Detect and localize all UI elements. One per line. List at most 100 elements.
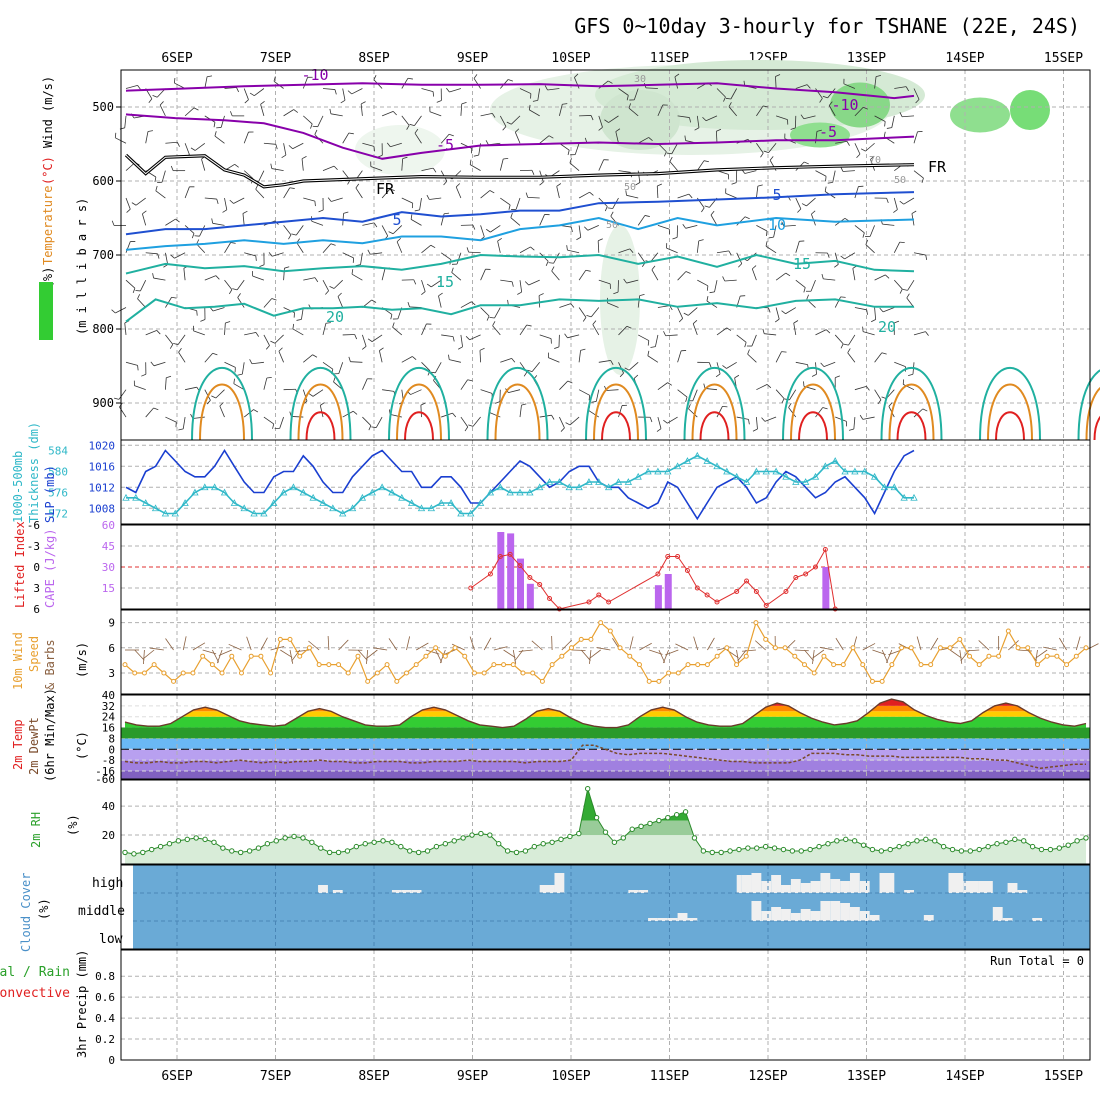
isotherm-low xyxy=(896,411,927,441)
wind-barb xyxy=(244,252,256,257)
wind-barb xyxy=(854,186,859,199)
wind-barb xyxy=(449,359,461,363)
wind-barb-flag xyxy=(768,307,771,313)
wind-barb-flag xyxy=(766,384,772,389)
wind-point xyxy=(976,662,982,668)
wind-barb-flag xyxy=(672,237,678,240)
thickness-marker xyxy=(122,493,130,501)
wind-barb-flag xyxy=(333,165,338,171)
surface-barb xyxy=(959,649,963,664)
thickness-marker xyxy=(270,499,278,506)
wind-barb xyxy=(626,194,639,199)
wind-point xyxy=(753,620,759,626)
wind-barb xyxy=(492,325,501,336)
wind-barb-flag xyxy=(604,206,608,212)
wind-barb-flag xyxy=(169,344,174,349)
wind-barb xyxy=(615,131,619,144)
wind-barb xyxy=(578,350,581,363)
wind-barb xyxy=(362,222,375,226)
isotherm-20 xyxy=(125,298,914,323)
wind-barb xyxy=(854,143,861,155)
wind-point xyxy=(578,636,584,642)
thickness-marker xyxy=(782,472,790,480)
wind-barb-flag xyxy=(176,142,180,147)
wind-barb xyxy=(587,225,599,231)
wind-barb xyxy=(497,240,501,253)
y-label-cloud-cover: Cloud Cover xyxy=(19,873,33,952)
wind-barb-flag xyxy=(827,252,830,258)
cloud-block-high xyxy=(859,881,870,893)
rh-point xyxy=(1021,838,1027,844)
surface-barb xyxy=(862,643,876,651)
rh-point xyxy=(309,839,315,845)
surface-barb xyxy=(662,649,669,664)
wind-barb-flag xyxy=(268,252,273,257)
wind-point xyxy=(1054,653,1060,659)
wind-barb-flag xyxy=(649,417,653,423)
wind-barb-flag xyxy=(883,131,886,137)
wind-speed-line xyxy=(124,621,1087,683)
isotherm-low xyxy=(979,366,1041,441)
wind-barb xyxy=(283,109,294,117)
wind-barb-flag xyxy=(354,334,358,340)
cloud-block-middle xyxy=(992,907,1003,921)
wind-barb xyxy=(705,388,718,391)
thickness-marker xyxy=(181,499,189,506)
wind-barb-flag xyxy=(492,321,496,326)
y-label-2m-rh: 2m RH xyxy=(29,812,43,848)
x-tick-label: 14SEP xyxy=(945,51,984,66)
thickness-marker xyxy=(792,478,800,485)
wind-point xyxy=(306,645,312,651)
wind-barb-flag xyxy=(388,231,394,235)
wind-barb xyxy=(420,405,422,418)
wind-barb-flag xyxy=(860,148,866,152)
wind-barb-flag xyxy=(329,108,332,114)
surface-barb xyxy=(754,640,766,651)
wind-barb-flag xyxy=(803,161,809,165)
wind-barb xyxy=(182,416,186,429)
wind-point xyxy=(462,653,468,659)
wind-barb-flag xyxy=(761,417,766,422)
wind-barb-flag xyxy=(402,156,408,160)
isotherm-15 xyxy=(125,253,915,275)
y-label-rh-units: (%) xyxy=(66,814,80,836)
cloud-block-middle xyxy=(810,911,821,921)
wind-barb-flag xyxy=(132,288,136,294)
wind-point xyxy=(569,645,575,651)
surface-barb xyxy=(665,649,679,656)
thickness-marker xyxy=(388,488,396,496)
surface-barb xyxy=(960,649,970,662)
wind-barb xyxy=(401,197,413,204)
wind-barb xyxy=(677,307,684,319)
wind-barb-flag xyxy=(682,223,686,229)
wind-barb-flag xyxy=(260,101,265,105)
wind-point xyxy=(636,662,642,668)
isotherm-low xyxy=(1077,369,1100,441)
rh-point xyxy=(318,845,324,851)
wind-barb xyxy=(751,268,757,281)
wind-barb xyxy=(494,307,501,319)
wind-barb xyxy=(510,217,521,226)
wind-barb-flag xyxy=(455,183,461,188)
wind-barb-flag xyxy=(355,183,360,189)
wind-barb xyxy=(618,248,630,254)
y-label-barbs: & Barbs xyxy=(43,639,57,690)
surface-barb xyxy=(819,646,834,651)
temp-band xyxy=(121,705,1090,717)
surface-barb xyxy=(439,649,446,664)
wind-barb-flag xyxy=(426,283,432,288)
wind-barb-flag xyxy=(539,181,544,186)
surface-barb xyxy=(451,643,465,651)
wind-barb xyxy=(854,225,865,234)
y-tick-label: 572 xyxy=(48,508,68,521)
wind-barb-flag xyxy=(281,154,287,159)
wind-barb-flag xyxy=(412,356,417,360)
rh-label: 50 xyxy=(894,175,906,186)
wind-barb-flag xyxy=(255,255,257,261)
surface-barb xyxy=(707,637,715,651)
wind-barb-flag xyxy=(906,293,910,299)
wind-barb xyxy=(528,279,540,286)
rh-shading xyxy=(600,90,680,150)
wind-barb xyxy=(677,115,690,118)
